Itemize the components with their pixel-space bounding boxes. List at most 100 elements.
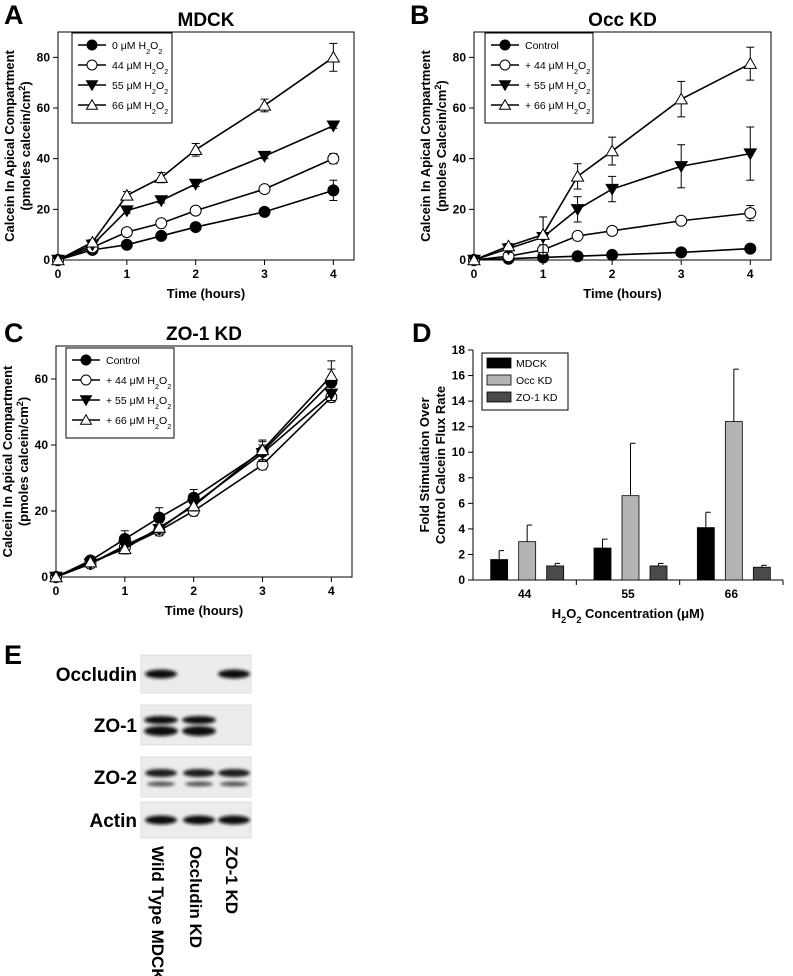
y-axis-label: Calcein In Apical Compartment	[418, 49, 433, 241]
data-point	[327, 184, 340, 197]
x-tick-label: 4	[747, 267, 754, 281]
legend-label: + 66 μM H2O2	[106, 415, 171, 431]
x-tick-label: 55	[621, 587, 635, 601]
data-point	[188, 178, 203, 191]
y-tick-label: 0	[41, 570, 48, 584]
blot-row-label: Occludin	[56, 665, 137, 686]
legend-label: Occ KD	[516, 375, 553, 387]
y-tick-label: 8	[458, 471, 465, 485]
data-point	[83, 555, 98, 568]
y-tick-label: 14	[452, 394, 466, 408]
data-point	[606, 224, 619, 237]
bar	[621, 495, 640, 581]
data-point	[51, 253, 65, 266]
blot-band	[185, 781, 213, 787]
data-point	[186, 499, 201, 512]
bar	[518, 541, 537, 581]
data-point	[120, 238, 133, 251]
legend-marker	[79, 413, 93, 425]
data-point	[675, 246, 688, 259]
data-point	[49, 570, 63, 583]
data-point	[606, 248, 619, 261]
blot-strip	[140, 704, 252, 746]
y-axis-label: Calcein In Apical Compartment	[0, 365, 15, 557]
panel-label: C	[4, 318, 24, 348]
data-point	[327, 152, 340, 165]
blot-band	[145, 769, 177, 777]
legend-label: 44 μM H2O2	[112, 60, 168, 76]
plot-frame	[473, 31, 772, 261]
legend-marker	[86, 59, 98, 71]
y-tick-label: 20	[35, 504, 49, 518]
x-tick-label: 2	[190, 584, 197, 598]
data-point	[674, 92, 689, 105]
legend-marker	[79, 395, 93, 407]
y-tick-label: 18	[452, 343, 466, 357]
data-point	[119, 188, 134, 201]
blot-row-label: ZO-2	[94, 768, 137, 789]
y-tick-label: 40	[37, 152, 51, 166]
panel-label: D	[412, 318, 432, 348]
bar	[490, 559, 509, 581]
blot-band	[145, 815, 177, 825]
data-point	[257, 98, 272, 111]
y-tick-label: 0	[43, 253, 50, 267]
legend-swatch	[486, 391, 512, 403]
x-tick-label: 1	[540, 267, 547, 281]
data-point	[536, 227, 550, 240]
legend-label: Control	[106, 355, 140, 367]
blot-band	[182, 716, 216, 724]
x-tick-label: 3	[678, 267, 685, 281]
blot-band	[183, 815, 215, 825]
legend-label: 66 μM H2O2	[112, 100, 168, 116]
y-tick-label: 12	[452, 420, 466, 434]
data-point	[743, 148, 758, 161]
data-point	[120, 226, 133, 239]
x-axis-label: Time (hours)	[583, 286, 662, 301]
y-tick-label: 10	[452, 445, 466, 459]
lane-label: ZO-1 KD	[222, 846, 241, 914]
panel-label: A	[4, 0, 24, 30]
y-axis-label: Fold Stimulation Over	[417, 397, 432, 532]
data-point	[467, 253, 481, 266]
data-point	[189, 204, 202, 217]
legend-label: + 55 μM H2O2	[106, 395, 171, 411]
x-axis-label: H2O2 Concentration (μM)	[552, 606, 704, 625]
x-tick-label: 0	[471, 267, 478, 281]
blot-band	[218, 769, 250, 777]
legend-marker	[80, 354, 92, 366]
x-tick-label: 1	[123, 267, 130, 281]
blot-band	[183, 769, 215, 777]
y-tick-label: 0	[459, 253, 466, 267]
x-tick-label: 1	[121, 584, 128, 598]
chart-title: Occ KD	[588, 10, 657, 31]
x-tick-label: 44	[518, 587, 532, 601]
x-tick-label: 0	[53, 584, 60, 598]
legend-marker	[498, 80, 512, 92]
y-tick-label: 0	[458, 573, 465, 587]
data-point	[571, 250, 584, 263]
y-tick-label: 80	[37, 50, 51, 64]
x-tick-label: 4	[330, 267, 337, 281]
blot-band	[220, 781, 248, 787]
legend-swatch	[486, 374, 512, 386]
data-point	[571, 229, 584, 242]
y-axis-label: (pmoles calcein/cm2)	[15, 397, 31, 526]
legend-label: 0 μM H2O2	[112, 40, 162, 56]
data-point	[257, 150, 272, 163]
data-point	[188, 143, 203, 156]
legend-label: + 55 μM H2O2	[525, 80, 590, 96]
lane-label: Occludin KD	[186, 846, 205, 948]
data-point	[258, 183, 271, 196]
y-axis-label: (pmoles Calcein/cm2)	[433, 80, 449, 212]
blot-band	[218, 815, 250, 825]
bar	[546, 565, 565, 581]
y-tick-label: 20	[453, 202, 467, 216]
y-tick-label: 40	[453, 152, 467, 166]
panel-d-chart: D 0 2 4 6 8 10 12 14 16 18 44 55 66 H2O2 Concentration…	[412, 318, 784, 625]
legend-marker	[86, 39, 98, 51]
blot-band	[145, 669, 177, 679]
data-point	[674, 161, 689, 174]
blot-strip	[140, 756, 252, 798]
